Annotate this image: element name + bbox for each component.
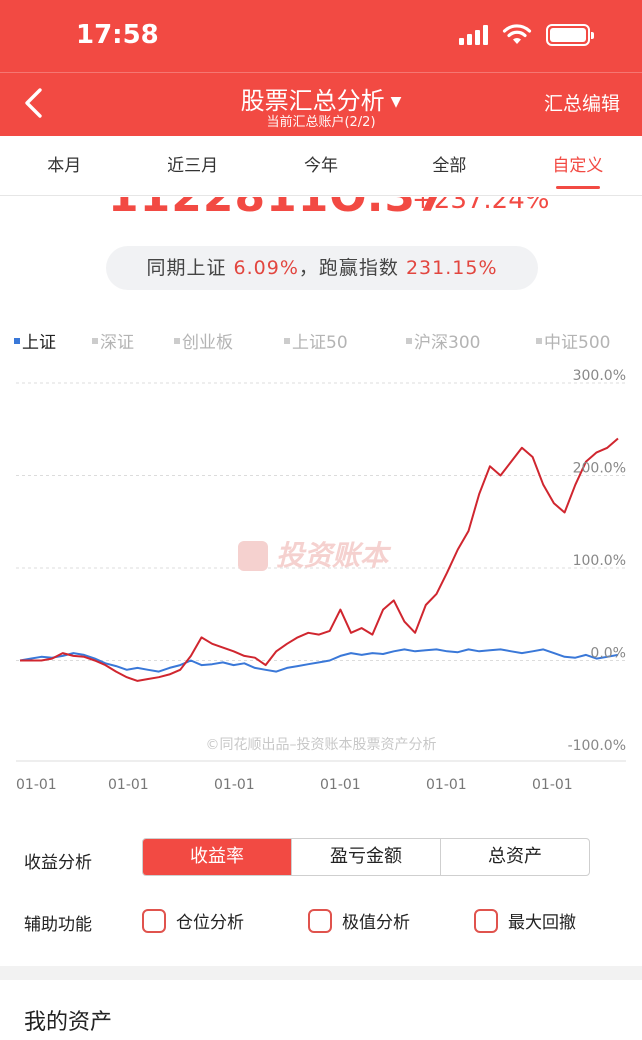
aux-functions-row: 辅助功能 仓位分析 极值分析 最大回撤 [0,906,642,940]
tab-all[interactable]: 全部 [432,156,467,176]
index-option-sse50[interactable]: 上证50 [284,328,348,353]
total-value: 1122811O.37 [108,197,448,219]
return-chart[interactable]: 投资账本 300.0% 200.0% 100.0% 0.0% -100.0% ©同花顺出… [0,365,642,795]
position-analysis-label: 仓位分析 [176,913,244,933]
position-analysis-checkbox[interactable] [142,908,166,933]
y-axis-labels: 300.0% 200.0% 100.0% 0.0% -100.0% [568,368,626,754]
chart-watermark: 投资账本 [238,539,392,572]
back-arrow-icon[interactable] [18,85,52,121]
index-selector: 上证 深证 创业板 上证50 沪深300 中证500 [14,328,634,353]
segment-total-assets[interactable]: 总资产 [488,846,542,867]
analysis-label: 收益分析 [24,853,92,873]
index-option-chinext[interactable]: 创业板 [174,328,233,353]
account-switcher[interactable]: 股票汇总分析 ▼ [0,81,642,116]
max-drawdown-option[interactable]: 最大回撤 [474,908,576,933]
x-tick-label: 01-01 [214,777,255,793]
index-comparison: 同期上证 6.09%，跑赢指数 231.15% [106,246,538,290]
return-analysis-row: 收益分析 收益率 盈亏金额 总资产 [0,838,642,880]
nav-bar: 股票汇总分析 ▼ 当前汇总账户(2/2) 汇总编辑 [0,72,642,136]
tab-last-three-months[interactable]: 近三月 [167,156,219,176]
extreme-analysis-option[interactable]: 极值分析 [308,908,410,933]
compare-value: 6.09% [233,257,299,279]
page-title: 股票汇总分析 [240,87,385,115]
x-axis-labels: 01-01 01-01 01-01 01-01 01-01 01-01 [16,777,573,793]
battery-icon [546,24,594,46]
chart-footer-note: ©同花顺出品–投资账本股票资产分析 [206,737,437,753]
summary-edit-button[interactable]: 汇总编辑 [543,93,620,115]
x-tick-label: 01-01 [108,777,149,793]
index-option-csi500[interactable]: 中证500 [536,328,610,353]
app-header: 17:58 股票汇总分析 ▼ 当前汇总账户(2/2) 汇总编辑 [0,0,642,136]
watermark-text: 投资账本 [276,539,392,572]
position-analysis-option[interactable]: 仓位分析 [142,908,244,933]
account-series-line [20,437,619,682]
period-tabs: 本月 近三月 今年 全部 自定义 [0,136,642,196]
chart-grid [16,382,626,661]
segment-return-rate[interactable]: 收益率 [143,839,292,875]
caret-down-icon: ▼ [390,94,402,110]
segment-profit-amount[interactable]: 盈亏金额 [292,839,441,875]
y-tick-label: 300.0% [573,368,626,384]
status-icons [459,24,594,46]
status-time: 17:58 [76,20,159,50]
total-return: +237.24% [412,197,550,215]
tab-this-year[interactable]: 今年 [304,156,339,176]
index-option-shenzhen[interactable]: 深证 [92,328,134,353]
extreme-analysis-checkbox[interactable] [308,908,332,933]
beat-label: ，跑赢指数 [298,257,399,279]
max-drawdown-label: 最大回撤 [508,913,576,933]
extreme-analysis-label: 极值分析 [342,913,410,933]
x-tick-label: 01-01 [426,777,467,793]
analysis-segmented-control: 收益率 盈亏金额 总资产 [142,838,590,876]
y-tick-label: 100.0% [573,553,626,569]
status-bar: 17:58 [0,0,642,72]
y-tick-label: -100.0% [568,738,626,754]
beat-value: 231.15% [405,257,498,279]
x-tick-label: 01-01 [16,777,57,793]
my-assets-title: 我的资产 [24,1010,113,1035]
max-drawdown-checkbox[interactable] [474,908,498,933]
wifi-icon [502,24,532,44]
y-tick-label: 0.0% [590,646,626,662]
page-subtitle: 当前汇总账户(2/2) [266,115,376,130]
tab-this-month[interactable]: 本月 [47,156,82,176]
section-divider [0,966,642,980]
compare-label: 同期上证 [146,257,227,279]
x-tick-label: 01-01 [320,777,361,793]
aux-label: 辅助功能 [24,915,92,935]
y-tick-label: 200.0% [573,461,626,477]
index-series-line [19,648,619,673]
index-option-shanghai[interactable]: 上证 [14,328,56,353]
watermark-logo-icon [238,541,268,571]
x-tick-label: 01-01 [532,777,573,793]
summary-header: 1122811O.37 +237.24% [0,197,642,219]
tab-custom[interactable]: 自定义 [514,136,642,195]
signal-icon [459,25,488,45]
chart-series [19,437,619,682]
index-option-csi300[interactable]: 沪深300 [406,328,480,353]
